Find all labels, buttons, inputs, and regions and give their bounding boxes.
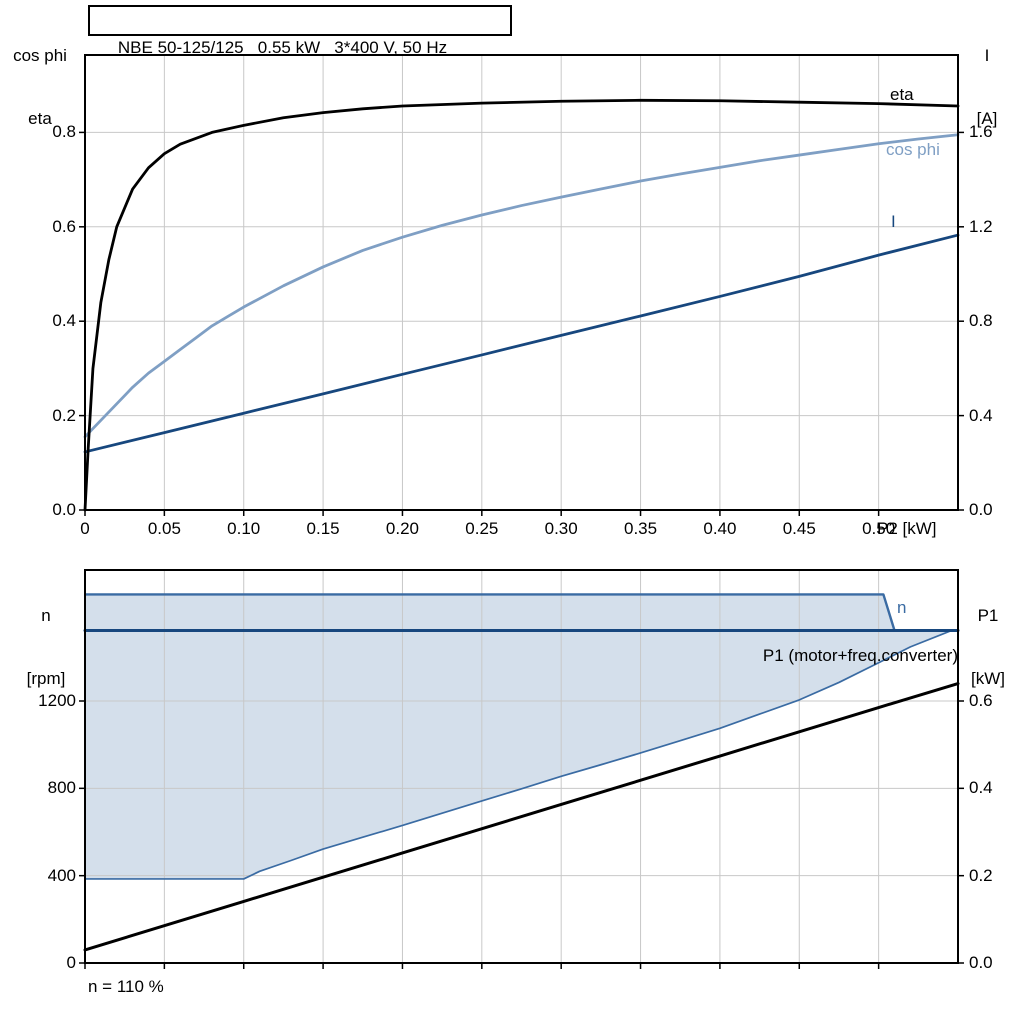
axis-title-n: n (41, 606, 51, 625)
top-right-axis-title: I [A] (961, 3, 1013, 171)
n-curve-label: n (897, 598, 907, 617)
chart-title-box: NBE 50-125/125 0.55 kW 3*400 V, 50 Hz (88, 5, 512, 57)
series-cos-phi (83, 133, 960, 439)
plot-frame (84, 54, 959, 511)
axis-title-eta: eta (28, 109, 52, 128)
series-i (83, 233, 960, 454)
cos-phi-curve-label: cos phi (886, 140, 940, 159)
speed-caption: n = 110 % (88, 977, 164, 996)
p1-curve-label: P1 (motor+freq.converter) (762, 646, 958, 665)
eta-curve-label: eta (890, 85, 914, 104)
axis-title-cos-phi: cos phi (13, 46, 67, 65)
x-axis-label: P2 [kW] (877, 519, 937, 538)
chart-title: NBE 50-125/125 0.55 kW 3*400 V, 50 Hz (117, 38, 448, 57)
bottom-right-axis-title: P1 [kW] (961, 563, 1015, 731)
series-eta (83, 98, 960, 512)
axis-title-current: I (984, 46, 990, 65)
axis-title-p1: P1 (977, 606, 999, 625)
series-p1-motor-freq-converter- (83, 682, 960, 952)
bottom-left-axis-title: n [rpm] (10, 563, 82, 731)
axis-title-n-unit: [rpm] (26, 669, 66, 688)
current-curve-label: I (891, 212, 896, 231)
axis-title-current-unit: [A] (976, 109, 998, 128)
axis-title-p1-unit: [kW] (971, 669, 1005, 688)
band-lower-edge (85, 629, 959, 880)
plot-frame (84, 569, 959, 964)
top-left-axis-title: cos phi eta (2, 3, 78, 171)
speed-range-band (85, 594, 958, 879)
